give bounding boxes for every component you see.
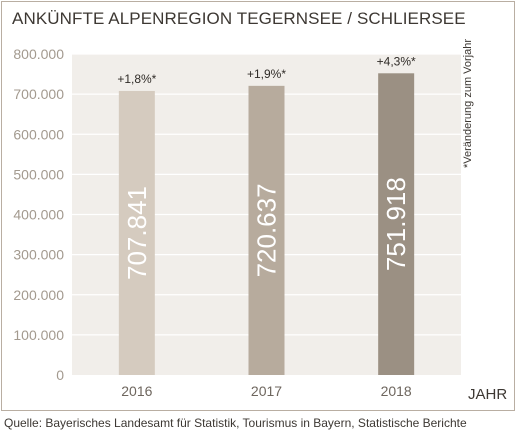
chart-title: ANKÜNFTE ALPENREGION TEGERNSEE / SCHLIER… bbox=[12, 9, 466, 28]
y-tick-label: 0 bbox=[56, 367, 64, 383]
x-tick-label: 2018 bbox=[381, 383, 412, 399]
y-tick-label: 600.000 bbox=[13, 126, 64, 142]
y-tick-label: 200.000 bbox=[13, 287, 64, 303]
y-tick-label: 400.000 bbox=[13, 207, 64, 223]
source-note: Quelle: Bayerisches Landesamt für Statis… bbox=[4, 416, 467, 430]
change-label: +1,8%* bbox=[117, 72, 156, 86]
y-tick-label: 800.000 bbox=[13, 46, 64, 62]
change-label: +4,3%* bbox=[377, 54, 416, 68]
bar-value-label: 707.841 bbox=[122, 186, 152, 280]
bar bbox=[248, 85, 285, 375]
y-tick-label: 300.000 bbox=[13, 247, 64, 263]
bar-value-label: 751.918 bbox=[381, 177, 411, 271]
bar bbox=[378, 73, 415, 375]
bar-value-label: 720.637 bbox=[252, 183, 282, 277]
y-tick-label: 700.000 bbox=[13, 86, 64, 102]
y-tick-label: 500.000 bbox=[13, 166, 64, 182]
x-tick-label: 2016 bbox=[121, 383, 152, 399]
change-label: +1,9%* bbox=[247, 67, 286, 81]
y-tick-label: 100.000 bbox=[13, 327, 64, 343]
x-axis-label: JAHR bbox=[468, 386, 508, 403]
bar bbox=[118, 90, 155, 376]
change-footnote: *Veränderung zum Vorjahr bbox=[462, 38, 474, 168]
x-tick-label: 2017 bbox=[251, 383, 282, 399]
